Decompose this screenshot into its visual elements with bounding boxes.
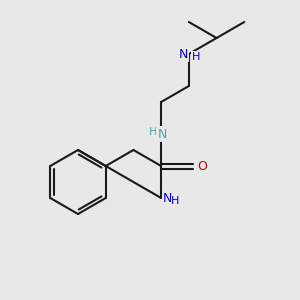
- Text: N: N: [178, 47, 188, 61]
- Text: N: N: [158, 128, 167, 140]
- Text: H: H: [149, 127, 157, 137]
- Text: O: O: [197, 160, 207, 172]
- Text: H: H: [171, 196, 179, 206]
- Text: N: N: [163, 191, 172, 205]
- Text: H: H: [192, 52, 200, 62]
